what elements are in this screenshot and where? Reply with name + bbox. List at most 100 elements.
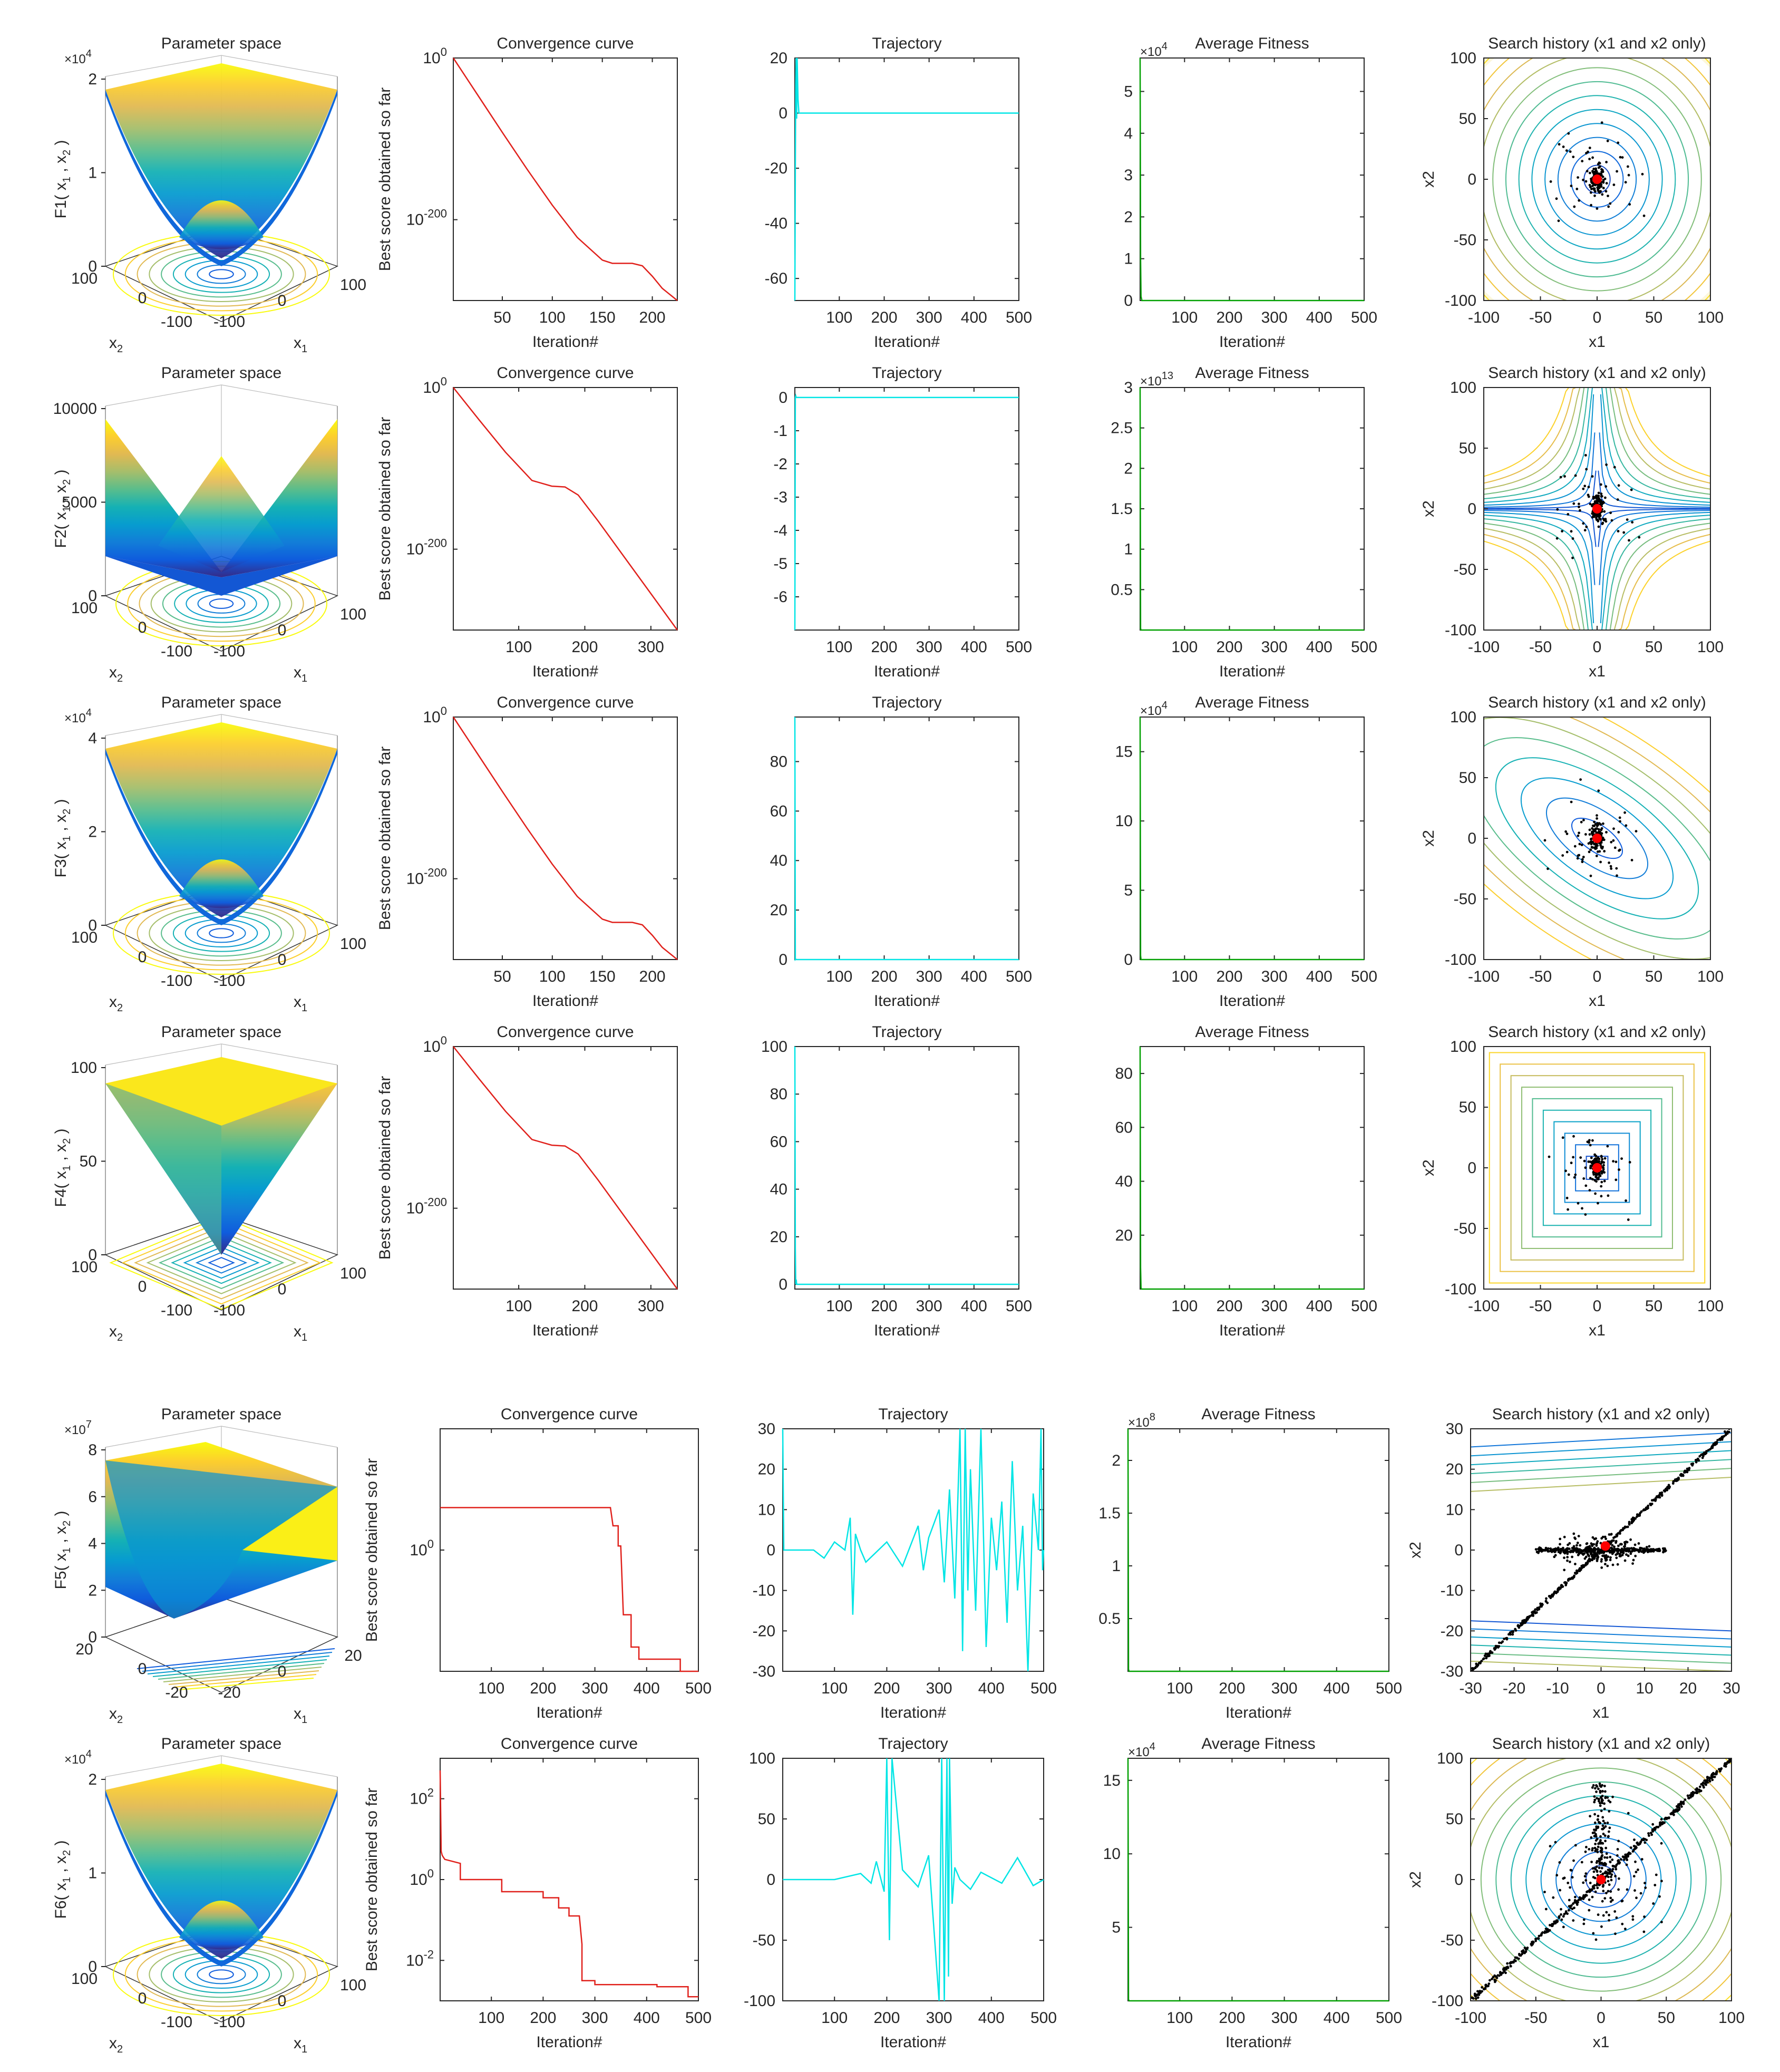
search-point [1580, 820, 1583, 824]
search-point [1583, 1159, 1586, 1163]
search-point [1629, 1846, 1632, 1849]
search-point [1574, 1844, 1577, 1847]
search-point [1569, 1868, 1572, 1872]
search-point [1598, 1841, 1601, 1844]
search-point [1600, 495, 1603, 498]
search-point [1636, 1548, 1639, 1551]
search-point [1582, 1881, 1585, 1884]
trajectory-title: Trajectory [878, 1406, 948, 1423]
search-point [1609, 1556, 1612, 1559]
search-point [1487, 1982, 1491, 1986]
search-point [1593, 1831, 1596, 1834]
y-tick-label: 0 [1124, 951, 1133, 969]
contour-line [1484, 717, 1710, 960]
y-tick-label: -60 [765, 270, 787, 287]
x-tick-label: 400 [634, 1680, 660, 1697]
x-tick-label: 400 [1306, 638, 1332, 656]
search-point [1588, 828, 1591, 831]
search-point [1587, 1160, 1590, 1163]
search-point [1567, 1909, 1570, 1912]
search-point [1628, 1161, 1631, 1164]
y-tick-label: 0 [766, 1871, 775, 1889]
search-point [1601, 521, 1604, 525]
contour-line [1484, 717, 1710, 960]
y-tick-label: 40 [770, 1181, 787, 1198]
contour-line [1471, 1636, 1732, 1648]
search-point [1477, 1993, 1481, 1997]
search-point [1569, 150, 1572, 153]
function-label: F4( x1 , x2 ) [52, 1129, 73, 1207]
search-point [1614, 1160, 1618, 1164]
x-tick-label: 500 [1351, 1298, 1377, 1315]
search-point [1572, 1156, 1575, 1159]
floor-contour [109, 1215, 334, 1310]
search-point [1565, 850, 1569, 854]
axes-frame [794, 387, 1019, 631]
surface-ridge [179, 1901, 264, 1950]
search-point [1593, 820, 1596, 824]
search-point [1575, 1903, 1579, 1906]
average-fitness-title: Average Fitness [1201, 1735, 1315, 1753]
search-point [1562, 1915, 1565, 1918]
search-point [1604, 520, 1608, 523]
trajectory-line [794, 717, 1019, 962]
contour-line [1484, 388, 1588, 484]
search-history-ylabel: x2 [1420, 171, 1437, 188]
function-label: F2( x1 , x2 ) [52, 470, 73, 548]
search-point [1711, 1778, 1714, 1781]
contour-line [1484, 388, 1593, 503]
search-point [1628, 1851, 1630, 1854]
x-tick-label: 400 [1324, 1680, 1350, 1697]
contour-line [1480, 1767, 1722, 1992]
x-tick-label: -50 [1529, 309, 1552, 326]
x-tick-label: 500 [1351, 638, 1377, 656]
search-point [1489, 1650, 1492, 1653]
search-point [1503, 1970, 1506, 1973]
y-tick-label: 10-200 [406, 1196, 447, 1217]
x1-tick-label: 100 [340, 606, 366, 623]
contour-line [1484, 528, 1589, 630]
x1-tick-label: 100 [340, 276, 366, 294]
search-point [1591, 841, 1594, 844]
search-point [1600, 1785, 1602, 1788]
z-tick-label: 4 [88, 1535, 97, 1553]
search-point [1560, 1550, 1562, 1553]
search-point [1597, 1202, 1599, 1205]
search-point [1617, 1860, 1620, 1863]
average-fitness-line [1139, 387, 1364, 631]
box-edge [221, 1426, 338, 1448]
search-point [1594, 1552, 1598, 1555]
search-point [1474, 1994, 1476, 1997]
x1-axis-label: x1 [294, 664, 307, 684]
search-point [1590, 204, 1593, 207]
surface-valley [105, 1460, 337, 1619]
search-point [1493, 1647, 1496, 1650]
search-point [1600, 1866, 1603, 1870]
search-point [1514, 1956, 1517, 1959]
search-point [1543, 1891, 1546, 1894]
search-point [1581, 1207, 1583, 1210]
y-tick-label: -50 [1454, 561, 1476, 578]
search-point [1625, 824, 1628, 827]
y-tick-label: -100 [1445, 1281, 1476, 1298]
search-point [1494, 1975, 1497, 1978]
search-point [1594, 844, 1598, 846]
search-point [1583, 1875, 1587, 1878]
x-tick-label: 300 [582, 1680, 608, 1697]
x1-axis-label: x1 [294, 334, 307, 355]
search-point [1602, 822, 1604, 825]
x-tick-label: 100 [1171, 638, 1198, 656]
search-point [1549, 1924, 1551, 1926]
search-point [1716, 1439, 1719, 1442]
search-point [1556, 1590, 1559, 1593]
search-point [1597, 491, 1600, 495]
contour-line [1484, 518, 1591, 630]
search-point [1541, 1931, 1544, 1934]
search-point [1560, 1908, 1562, 1911]
y-tick-label: 10-200 [406, 866, 447, 888]
search-point [1599, 1850, 1602, 1852]
search-point [1644, 1508, 1647, 1512]
search-point [1595, 1884, 1598, 1887]
search-point [1543, 1930, 1546, 1933]
